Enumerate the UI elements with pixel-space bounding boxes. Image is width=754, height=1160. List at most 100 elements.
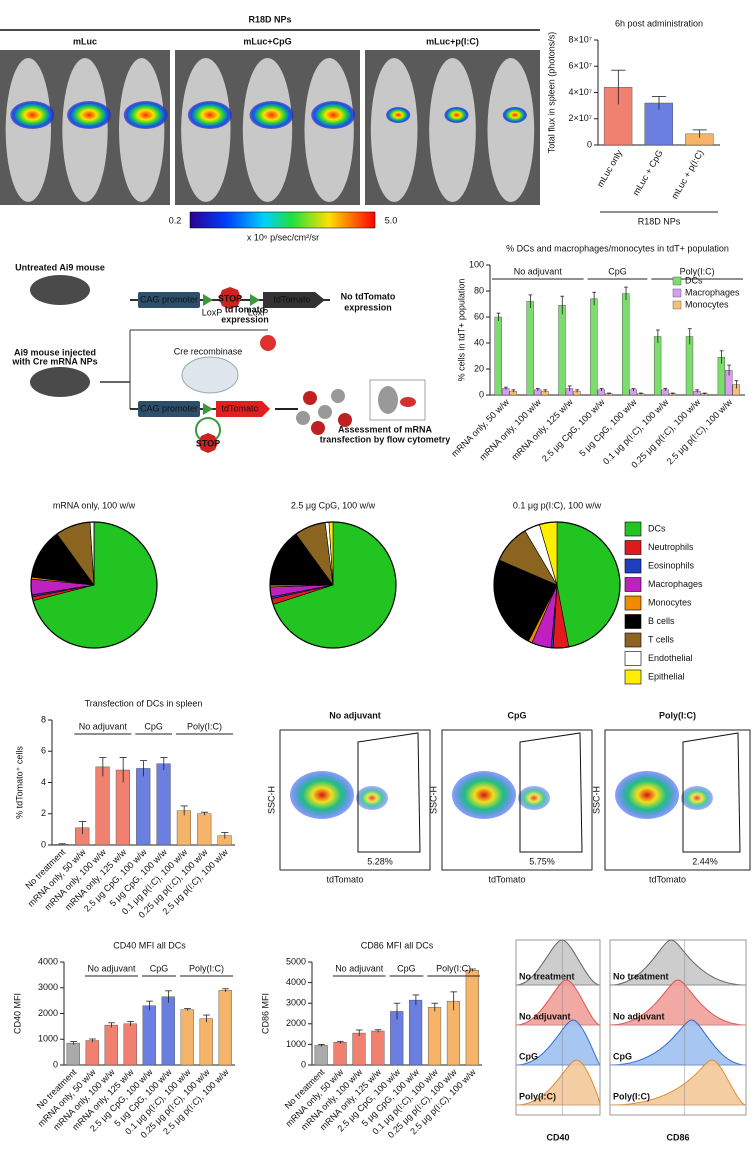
colorbar	[189, 211, 376, 229]
y-axis-label: Total flux in spleen (photons/s)	[546, 32, 556, 154]
error-bar	[663, 388, 668, 392]
bar	[156, 763, 171, 846]
mouse	[119, 58, 165, 202]
bar	[409, 999, 423, 1066]
error-bar	[200, 811, 209, 816]
error-bar	[611, 69, 626, 105]
pie-outline	[493, 521, 621, 649]
legend-swatch	[624, 595, 642, 611]
chart-title: CD40 MFI all DCs	[113, 940, 186, 950]
bar	[333, 1042, 347, 1066]
bar	[427, 1007, 442, 1066]
legend-swatch	[672, 300, 682, 310]
bar	[142, 1005, 156, 1066]
y-axis-label: CD86 MFI	[260, 993, 270, 1034]
gate	[519, 732, 583, 853]
y-tick-label: 0	[587, 139, 592, 149]
error-bar	[592, 291, 596, 306]
label: Ai9 mouse injected	[14, 347, 96, 357]
label: LoxP	[202, 307, 223, 317]
group-label: CpG	[144, 721, 163, 731]
y-tick-label: 8	[41, 714, 46, 724]
loxp	[203, 294, 213, 306]
mouse-icon	[30, 275, 90, 305]
legend-label: Endothelial	[648, 653, 693, 663]
bar	[352, 1032, 366, 1066]
group-label: Poly(I:C)	[680, 266, 715, 276]
y-tick-label: 1000	[286, 1039, 306, 1049]
y-tick-label: 0	[479, 389, 484, 399]
bar	[644, 102, 673, 146]
error-bar	[560, 295, 565, 315]
error-bar	[221, 832, 229, 839]
label: CAG promoter	[140, 294, 198, 304]
error-bar	[165, 990, 172, 1003]
error-bar	[184, 1008, 191, 1011]
panel-title: Poly(I:C)	[659, 710, 696, 720]
density	[356, 786, 388, 810]
group-label: Poly(I:C)	[436, 963, 471, 973]
error-bar	[203, 1014, 210, 1023]
mouse	[181, 58, 231, 202]
label: No tdTomato	[341, 291, 396, 301]
histogram	[609, 979, 747, 1026]
mouse	[304, 58, 354, 202]
plot-frame	[609, 939, 747, 1116]
chart-title: 2.5 μg CpG, 100 w/w	[291, 500, 376, 510]
error-bar	[719, 350, 724, 364]
bar	[653, 336, 662, 396]
shape	[138, 401, 200, 417]
x-axis-label: tdTomato	[326, 874, 363, 884]
legend-swatch	[624, 558, 642, 574]
error-bar	[727, 364, 731, 376]
error-bar	[127, 1021, 134, 1027]
signal	[123, 101, 168, 129]
row-label: No adjuvant	[519, 1011, 571, 1021]
signal	[502, 107, 527, 123]
error-bar	[687, 328, 692, 345]
y-tick-label: 4×10⁷	[568, 87, 592, 97]
label: Cre recombinase	[174, 346, 243, 356]
density	[681, 786, 713, 810]
group-label: No adjuvant	[514, 266, 563, 276]
bar	[66, 1042, 80, 1066]
y-tick-label: 5000	[286, 956, 306, 966]
reporter	[263, 292, 325, 308]
error-bar	[496, 312, 501, 321]
error-bar	[651, 96, 667, 110]
error-bar	[535, 388, 540, 392]
error-bar	[160, 757, 168, 770]
bar	[465, 970, 479, 1066]
error-bar	[450, 991, 457, 1011]
error-bar	[695, 389, 700, 393]
y-tick-label: 100	[469, 259, 484, 269]
error-bar	[89, 1038, 96, 1043]
label: tdTomato	[273, 294, 310, 304]
y-axis-label: SSC-H	[591, 786, 601, 814]
label: LoxP	[248, 307, 269, 317]
mouse-icon	[30, 367, 90, 397]
legend-swatch	[672, 288, 682, 298]
y-tick-label: 2000	[286, 1018, 306, 1028]
mouse	[487, 58, 535, 202]
legend-label: DCs	[648, 523, 666, 533]
chart-title: 6h post administration	[615, 18, 703, 28]
label: transfection by flow cytometry	[320, 434, 451, 444]
mouse	[429, 58, 476, 202]
histogram	[609, 1059, 747, 1106]
error-bar	[624, 286, 628, 301]
cell	[338, 413, 352, 427]
density	[290, 771, 354, 819]
bar	[180, 1009, 194, 1066]
error-bar	[702, 392, 707, 395]
x-axis-label: tdTomato	[649, 874, 686, 884]
label: STOP	[196, 438, 220, 448]
error-bar	[528, 294, 533, 308]
bar	[494, 316, 502, 396]
signal	[444, 107, 469, 123]
legend-swatch	[624, 577, 642, 592]
scale-label: 5.0	[385, 215, 398, 225]
mouse	[62, 58, 108, 202]
error-bar	[58, 843, 66, 845]
panel-title: CpG	[508, 710, 527, 720]
